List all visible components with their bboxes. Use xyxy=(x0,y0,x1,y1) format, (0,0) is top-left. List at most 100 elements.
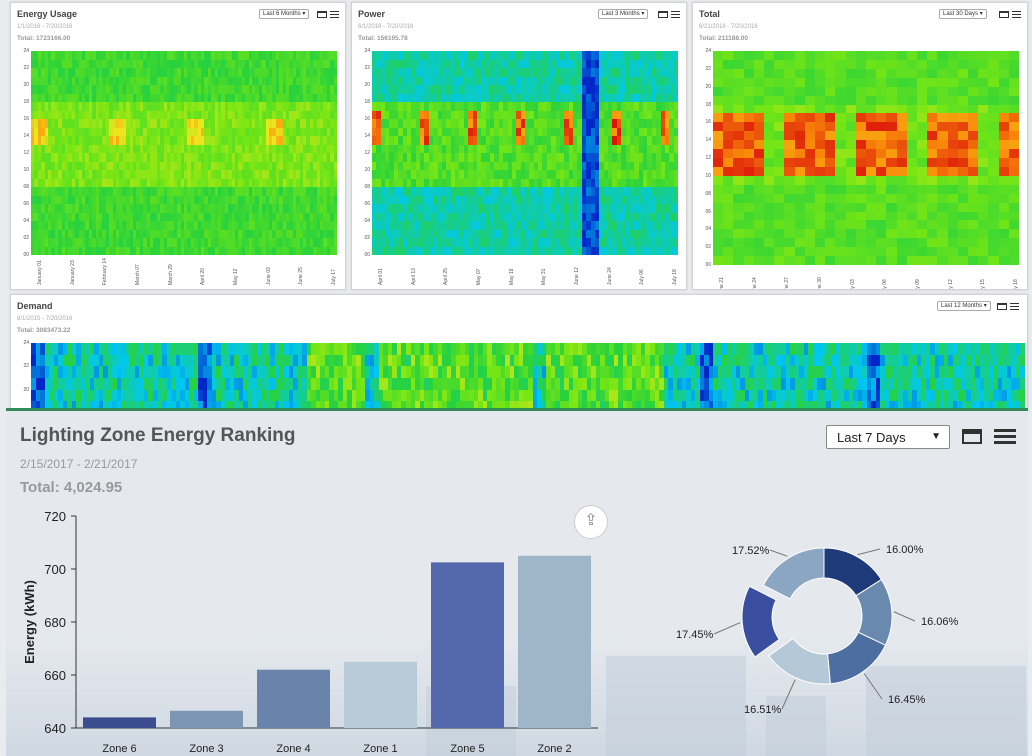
y-tick-label: 22 xyxy=(23,65,29,71)
y-tick-label: 02 xyxy=(705,244,711,251)
y-tick-label: 10 xyxy=(705,172,711,179)
total-panel: Total 6/21/2016 - 7/20/2016 Total: 21118… xyxy=(692,2,1028,290)
hamburger-menu-icon[interactable] xyxy=(671,11,680,19)
y-tick-label: 16 xyxy=(705,119,711,126)
lighting-zone-ranking-panel: Lighting Zone Energy Ranking 2/15/2017 -… xyxy=(6,408,1028,756)
panel-toolbar xyxy=(317,9,339,19)
y-tick-label: 20 xyxy=(364,82,370,88)
y-tick-label: 20 xyxy=(705,83,711,90)
range-dropdown[interactable]: Last 7 Days ▼ xyxy=(826,425,950,449)
x-tick-label: February 14 xyxy=(102,258,109,285)
x-tick-label: Zone 3 xyxy=(189,743,223,755)
hamburger-menu-icon[interactable] xyxy=(1010,303,1019,311)
y-tick-label: 700 xyxy=(44,562,66,577)
x-tick-label: April 25 xyxy=(443,268,450,285)
x-tick-label: January 23 xyxy=(69,260,76,285)
demand-panel: Demand 8/1/2015 - 7/20/2016 Total: 30834… xyxy=(10,294,1028,412)
panel-date-range: 1/1/2016 - 7/20/2016 xyxy=(17,24,73,30)
x-tick-label: May 31 xyxy=(541,268,548,285)
bar-zone-1 xyxy=(344,661,417,728)
window-icon[interactable] xyxy=(999,11,1009,19)
y-tick-label: 16 xyxy=(364,116,370,122)
x-tick-label: May 12 xyxy=(233,268,239,285)
y-tick-label: 12 xyxy=(23,150,29,156)
panel-total: Total: 156195.78 xyxy=(358,35,408,42)
range-dropdown[interactable]: Last 30 Days ▾ xyxy=(939,9,987,19)
bar-zone-6 xyxy=(83,717,156,728)
y-tick-label: 04 xyxy=(23,218,29,224)
y-tick-label: 10 xyxy=(364,167,370,173)
label-connector xyxy=(863,673,883,700)
panel-total: Total: 1723166.00 xyxy=(17,35,71,42)
heatmap xyxy=(372,51,678,255)
y-tick-label: 06 xyxy=(364,201,370,207)
bar-zone-2 xyxy=(518,555,591,728)
x-tick-label: April 20 xyxy=(200,268,207,285)
y-tick-label: 08 xyxy=(23,184,29,190)
y-tick-label: 08 xyxy=(364,184,370,190)
y-tick-label: 22 xyxy=(23,363,29,370)
y-tick-label: 24 xyxy=(364,48,370,54)
panel-title: Lighting Zone Energy Ranking xyxy=(20,425,296,446)
x-tick-label: Zone 4 xyxy=(276,743,310,755)
window-icon[interactable] xyxy=(962,429,982,444)
y-tick-label: 18 xyxy=(23,99,29,105)
y-tick-label: 06 xyxy=(705,208,711,215)
window-icon[interactable] xyxy=(997,303,1007,311)
x-tick-label: May 07 xyxy=(476,268,482,285)
bar-zone-4 xyxy=(257,669,330,728)
y-tick-label: 06 xyxy=(23,201,29,207)
power-panel: Power 6/1/2016 - 7/20/2016 Total: 156195… xyxy=(351,2,687,290)
y-tick-label: 12 xyxy=(364,150,370,156)
x-tick-label: July 18 xyxy=(1013,279,1019,290)
range-dropdown[interactable]: Last 12 Months ▾ xyxy=(937,301,991,311)
y-tick-label: 18 xyxy=(705,101,711,108)
y-tick-label: 02 xyxy=(23,235,29,241)
y-tick-label: 22 xyxy=(705,65,711,72)
panel-total: Total: 211188.00 xyxy=(699,35,749,42)
window-icon[interactable] xyxy=(317,11,327,19)
hamburger-menu-icon[interactable] xyxy=(1012,11,1021,19)
x-tick-label: June 27 xyxy=(784,277,791,290)
dropdown-arrow-icon: ▼ xyxy=(931,431,941,442)
x-tick-label: Zone 2 xyxy=(537,743,571,755)
panel-toolbar xyxy=(658,9,680,19)
x-tick-label: June 24 xyxy=(606,267,613,285)
y-axis-label: Energy (kWh) xyxy=(22,580,37,664)
x-tick-label: June 24 xyxy=(751,277,758,290)
x-tick-label: July 17 xyxy=(331,269,337,285)
slice-label: 16.45% xyxy=(888,694,926,706)
label-connector xyxy=(781,679,796,710)
label-connector xyxy=(893,611,916,622)
panel-title: Total xyxy=(699,9,720,19)
hamburger-menu-icon[interactable] xyxy=(994,429,1016,444)
window-icon[interactable] xyxy=(658,11,668,19)
x-tick-label: June 30 xyxy=(817,277,823,290)
y-tick-label: 04 xyxy=(364,218,370,224)
x-tick-label: June 21 xyxy=(719,277,725,290)
y-tick-label: 640 xyxy=(44,721,66,736)
heatmap xyxy=(31,51,337,255)
range-dropdown[interactable]: Last 3 Months ▾ xyxy=(598,9,649,19)
x-tick-label: April 13 xyxy=(410,268,417,285)
x-tick-label: July 12 xyxy=(947,279,954,290)
share-icon[interactable]: ⇪ xyxy=(574,505,608,539)
range-dropdown[interactable]: Last 6 Months ▾ xyxy=(259,9,310,19)
y-tick-label: 720 xyxy=(44,509,66,524)
label-connector xyxy=(857,548,881,556)
x-tick-label: March 29 xyxy=(167,264,174,285)
x-tick-label: June 25 xyxy=(298,267,305,285)
panel-toolbar xyxy=(999,9,1021,19)
x-tick-label: March 07 xyxy=(135,264,141,285)
slice-label: 17.45% xyxy=(676,629,714,641)
x-tick-label: January 01 xyxy=(37,260,43,285)
y-tick-label: 14 xyxy=(364,133,370,139)
energy-usage-panel: Energy Usage 1/1/2016 - 7/20/2016 Total:… xyxy=(10,2,346,290)
label-connector xyxy=(713,622,741,635)
donut-slice xyxy=(741,585,780,658)
panel-date-range: 8/1/2015 - 7/20/2016 xyxy=(17,316,73,322)
x-tick-label: April 01 xyxy=(378,268,384,285)
x-tick-label: June 12 xyxy=(574,267,580,285)
hamburger-menu-icon[interactable] xyxy=(330,11,339,19)
panel-total: Total: 3083473.22 xyxy=(17,327,71,334)
